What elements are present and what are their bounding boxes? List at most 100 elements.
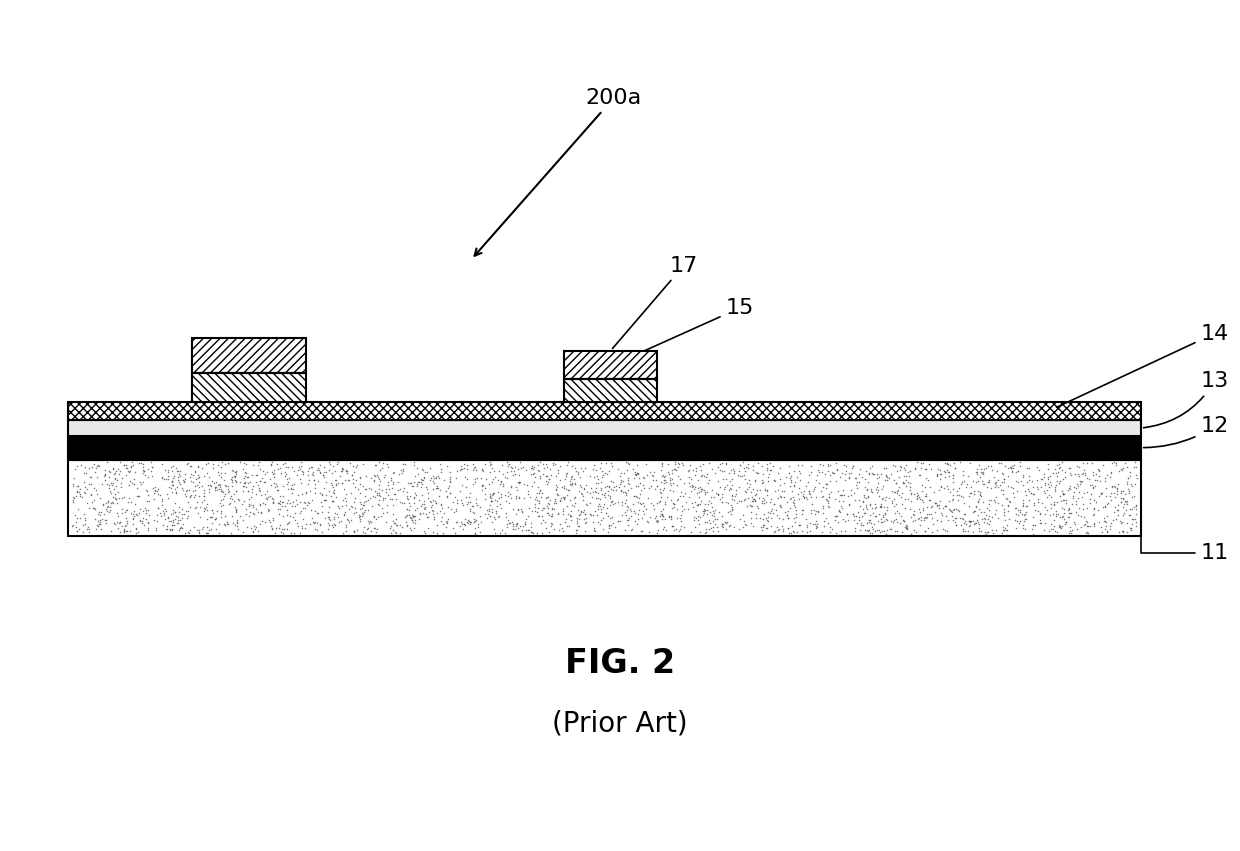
- Point: [890, 464, 910, 477]
- Point: [955, 475, 975, 488]
- Point: [403, 509, 423, 523]
- Point: [904, 523, 924, 537]
- Point: [207, 483, 227, 497]
- Point: [104, 467, 124, 481]
- Point: [477, 508, 497, 522]
- Point: [186, 483, 206, 497]
- Point: [423, 483, 443, 496]
- Point: [221, 527, 241, 540]
- Point: [675, 477, 694, 490]
- Point: [95, 496, 115, 510]
- Point: [972, 512, 992, 526]
- Point: [98, 494, 118, 508]
- Point: [735, 517, 755, 531]
- Point: [723, 489, 743, 503]
- Point: [1111, 484, 1131, 498]
- Point: [606, 483, 626, 497]
- Point: [1050, 520, 1070, 534]
- Point: [697, 504, 717, 517]
- Point: [1069, 485, 1089, 499]
- Point: [211, 510, 231, 523]
- Point: [1035, 507, 1055, 521]
- Point: [801, 459, 821, 472]
- Point: [210, 517, 229, 531]
- Point: [887, 516, 906, 529]
- Point: [760, 505, 780, 518]
- Point: [198, 456, 218, 470]
- Point: [764, 473, 784, 487]
- Point: [539, 497, 559, 511]
- Point: [413, 473, 433, 487]
- Point: [506, 489, 526, 503]
- Point: [1095, 511, 1115, 525]
- Point: [415, 480, 435, 494]
- Point: [139, 494, 159, 508]
- Point: [162, 523, 182, 537]
- Point: [970, 525, 990, 539]
- Point: [273, 526, 293, 540]
- Point: [743, 520, 763, 534]
- Point: [212, 460, 232, 473]
- Point: [737, 483, 756, 496]
- Point: [308, 506, 327, 520]
- Point: [382, 526, 402, 540]
- Point: [279, 471, 299, 484]
- Point: [615, 455, 635, 469]
- Point: [970, 517, 990, 530]
- Point: [965, 505, 985, 518]
- Point: [820, 490, 839, 504]
- Point: [910, 505, 930, 519]
- Point: [745, 494, 765, 507]
- Point: [329, 455, 348, 469]
- Point: [427, 482, 446, 495]
- Point: [321, 489, 341, 503]
- Point: [175, 467, 195, 481]
- Point: [403, 511, 423, 524]
- Point: [88, 459, 108, 472]
- Point: [484, 522, 503, 535]
- Point: [283, 500, 303, 513]
- Point: [512, 505, 532, 518]
- Point: [750, 483, 770, 497]
- Point: [174, 475, 193, 488]
- Point: [554, 479, 574, 493]
- Point: [773, 512, 792, 526]
- Point: [1092, 500, 1112, 514]
- Point: [167, 465, 187, 478]
- Point: [1125, 455, 1145, 469]
- Point: [887, 512, 906, 526]
- Point: [954, 464, 973, 477]
- Point: [233, 525, 253, 539]
- Point: [766, 503, 786, 517]
- Point: [486, 505, 506, 518]
- Point: [1050, 521, 1070, 534]
- Point: [229, 493, 249, 506]
- Point: [1032, 471, 1052, 485]
- Point: [818, 496, 838, 510]
- Point: [1034, 523, 1054, 537]
- Point: [1084, 481, 1104, 494]
- Point: [460, 517, 480, 531]
- Point: [945, 461, 965, 475]
- Point: [1073, 502, 1092, 516]
- Point: [146, 485, 166, 499]
- Point: [521, 516, 541, 529]
- Point: [377, 457, 397, 471]
- Point: [439, 479, 459, 493]
- Point: [745, 474, 765, 488]
- Point: [603, 460, 622, 473]
- Point: [900, 483, 920, 497]
- Point: [746, 466, 766, 480]
- Point: [806, 515, 826, 528]
- Point: [754, 507, 774, 521]
- Point: [260, 489, 280, 503]
- Point: [229, 509, 249, 523]
- Point: [590, 476, 610, 489]
- Point: [570, 481, 590, 494]
- Point: [259, 503, 279, 517]
- Point: [368, 470, 388, 483]
- Point: [1112, 463, 1132, 477]
- Point: [64, 508, 84, 522]
- Point: [600, 488, 620, 502]
- Point: [686, 480, 706, 494]
